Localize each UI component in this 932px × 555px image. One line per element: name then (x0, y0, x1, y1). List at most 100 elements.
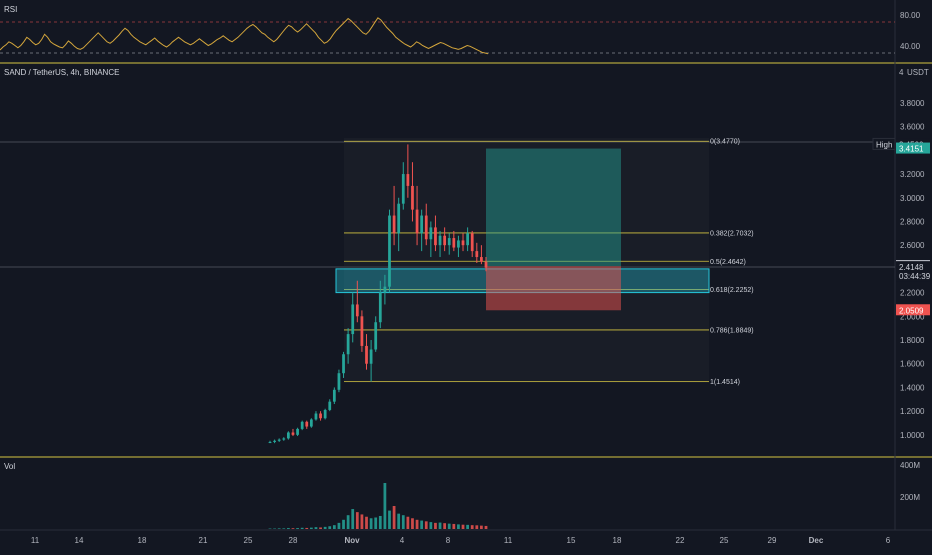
fibonacci-level-label: 0.618(2.2252) (710, 287, 754, 294)
candle-body (333, 390, 336, 402)
candle-body (388, 216, 391, 287)
time-tick-label: Dec (809, 536, 824, 545)
candle-body (328, 402, 331, 410)
candle-body (471, 233, 474, 251)
candle-body (370, 349, 373, 363)
candle-body (466, 233, 469, 245)
price-tick-label: 3.2000 (900, 170, 925, 179)
candle-body (384, 287, 387, 293)
fibonacci-level-label: 0.5(2.4642) (710, 259, 746, 266)
volume-bar (338, 523, 341, 529)
volume-bar (402, 515, 405, 529)
volume-bar (278, 528, 281, 529)
volume-bar (466, 525, 469, 529)
candle-body (301, 422, 304, 429)
price-tick-label: 3.0000 (900, 194, 925, 203)
candle-body (393, 216, 396, 234)
price-tick-label: 2.6000 (900, 241, 925, 250)
volume-bar (374, 518, 377, 530)
candle-body (282, 438, 285, 439)
volume-label: Vol (4, 462, 15, 471)
volume-bar (379, 516, 382, 529)
volume-bar (361, 514, 364, 529)
candle-body (443, 236, 446, 245)
time-tick-label: 25 (244, 536, 253, 545)
volume-bar (485, 526, 488, 529)
candle-body (351, 304, 354, 334)
volume-bar (365, 517, 368, 529)
time-tick-label: 22 (676, 536, 685, 545)
fibonacci-level-label: 0.786(1.8849) (710, 327, 754, 334)
volume-bar (425, 521, 428, 529)
volume-bar (448, 524, 451, 529)
price-tick-label: 1.6000 (900, 360, 925, 369)
candle-body (287, 432, 290, 438)
candle-body (475, 251, 478, 257)
price-tick-label: 1.4000 (900, 383, 925, 392)
candle-body (420, 216, 423, 234)
time-tick-label: 11 (31, 536, 40, 545)
price-tick-label: 1.2000 (900, 407, 925, 416)
price-tick-label: 2.8000 (900, 217, 925, 226)
candle-body (452, 238, 455, 247)
candle-body (416, 210, 419, 234)
position-target-box[interactable] (486, 149, 621, 267)
time-tick-label: 15 (567, 536, 576, 545)
candle-body (310, 419, 313, 426)
volume-bar (356, 512, 359, 529)
time-tick-label: 28 (289, 536, 298, 545)
candle-body (406, 174, 409, 186)
volume-bar (443, 523, 446, 529)
time-tick-label: Nov (344, 536, 360, 545)
price-tag-value: 2.0509 (899, 306, 924, 315)
volume-bar (333, 525, 336, 529)
time-tick-label: 4 (400, 536, 405, 545)
volume-bar (324, 527, 327, 529)
price-tag-value: 2.4148 (899, 263, 924, 272)
candle-body (457, 240, 460, 247)
candle-body (315, 414, 318, 420)
price-tag-label: High (876, 140, 892, 149)
candle-body (480, 257, 483, 262)
candle-body (448, 238, 451, 245)
volume-bar (296, 528, 299, 529)
currency-label: USDT (907, 68, 929, 77)
candle-body (462, 240, 465, 245)
candle-body (278, 440, 281, 441)
time-tick-label: 18 (138, 536, 147, 545)
volume-bar (452, 524, 455, 529)
candle-body (269, 442, 272, 443)
rsi-tick-80: 80.00 (900, 11, 921, 20)
rsi-tick-40: 40.00 (900, 42, 921, 51)
volume-bar (397, 514, 400, 529)
candle-body (292, 432, 295, 434)
volume-bar (370, 518, 373, 529)
volume-bar (420, 521, 423, 529)
volume-bar (305, 528, 308, 529)
volume-bar (406, 517, 409, 529)
position-stop-box[interactable] (486, 266, 621, 310)
candle-body (324, 410, 327, 418)
volume-bar (475, 525, 478, 529)
candle-body (411, 186, 414, 210)
candle-body (425, 216, 428, 240)
time-tick-label: 8 (446, 536, 451, 545)
candle-body (273, 441, 276, 442)
time-tick-label: 18 (613, 536, 622, 545)
price-tick-label: 1.8000 (900, 336, 925, 345)
time-tick-label: 6 (886, 536, 891, 545)
time-tick-label: 14 (75, 536, 84, 545)
volume-bar (292, 528, 295, 529)
volume-tick-400m: 400M (900, 461, 920, 470)
volume-bar (388, 511, 391, 529)
volume-bar (457, 524, 460, 529)
volume-bar (411, 518, 414, 529)
volume-bar (351, 509, 354, 529)
fibonacci-level-label: 0.382(2.7032) (710, 230, 754, 237)
candle-body (338, 373, 341, 390)
volume-bar (416, 520, 419, 529)
volume-bar (315, 527, 318, 529)
candle-body (342, 354, 345, 373)
candle-body (365, 346, 368, 364)
